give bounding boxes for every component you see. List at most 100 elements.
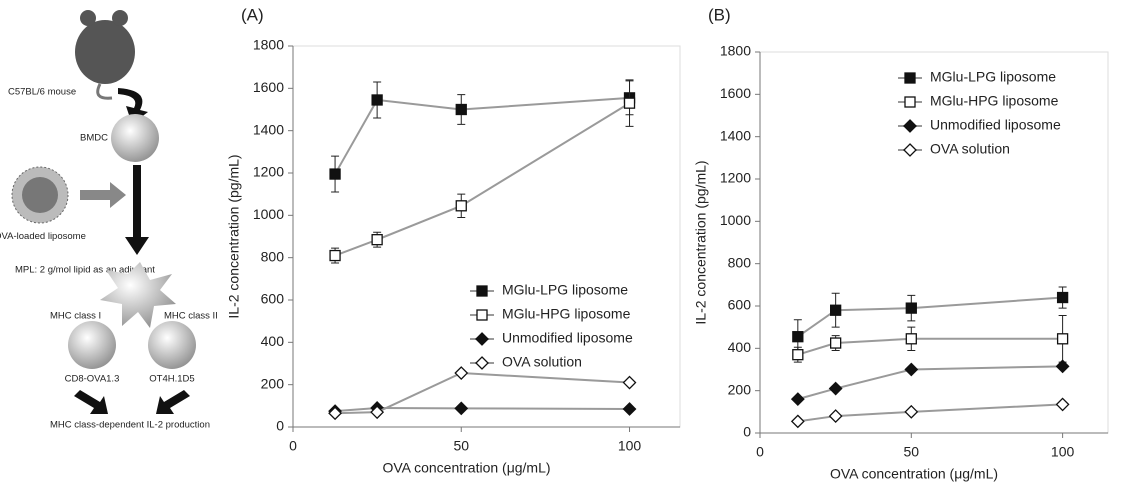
diagram: C57BL/6 mouse BMDC OVA-loaded liposome M… <box>0 10 218 431</box>
legend-marker <box>475 356 489 370</box>
arrow <box>80 182 126 208</box>
y-tick-label: 1000 <box>253 206 284 222</box>
arrow <box>74 390 108 414</box>
data-point <box>1056 333 1069 345</box>
y-axis-label: IL-2 concentration (pg/mL) <box>226 154 242 318</box>
data-point <box>904 362 919 377</box>
x-axis-label: OVA concentration (μg/mL) <box>830 466 998 482</box>
data-point <box>790 392 805 407</box>
data-point <box>790 414 805 429</box>
series-line <box>334 96 630 175</box>
label: MHC class-dependent IL-2 production <box>50 420 210 431</box>
series-line <box>334 406 630 413</box>
data-point <box>830 304 842 316</box>
data-point <box>454 401 469 416</box>
panel-label: (B) <box>708 5 731 24</box>
mouse-ear <box>112 10 128 26</box>
legend-label: MGlu-HPG liposome <box>930 93 1059 109</box>
data-point <box>905 302 917 314</box>
data-point <box>1055 397 1070 412</box>
y-tick-label: 200 <box>728 381 752 397</box>
y-axis-label: IL-2 concentration (pg/mL) <box>693 160 709 324</box>
y-tick-label: 400 <box>728 339 752 355</box>
mouse-icon <box>75 20 135 84</box>
cell <box>111 114 159 162</box>
x-tick-label: 100 <box>618 438 642 454</box>
label: MHC class II <box>164 311 218 322</box>
label: CD8-OVA1.3 <box>65 374 120 385</box>
data-point <box>1056 291 1069 304</box>
y-tick-label: 200 <box>261 375 285 391</box>
legend-marker <box>904 96 916 108</box>
series-line <box>797 365 1063 401</box>
legend-marker <box>475 332 489 346</box>
legend-marker <box>476 309 488 321</box>
y-tick-label: 1600 <box>720 85 751 101</box>
x-tick-label: 0 <box>289 438 297 454</box>
legend-marker <box>903 119 917 133</box>
legend-label: OVA solution <box>502 354 582 370</box>
data-point <box>455 103 467 116</box>
plot-frame <box>292 45 681 428</box>
y-tick-label: 1800 <box>253 37 284 53</box>
x-axis-label: OVA concentration (μg/mL) <box>382 460 550 476</box>
data-point <box>905 333 917 345</box>
data-point <box>792 331 804 343</box>
y-tick-label: 0 <box>276 418 284 434</box>
data-point <box>454 366 469 380</box>
legend-label: MGlu-LPG liposome <box>502 282 628 298</box>
x-tick-label: 50 <box>453 438 469 454</box>
data-point <box>329 249 341 262</box>
data-point <box>830 337 842 349</box>
label: OT4H.1D5 <box>149 374 194 385</box>
y-tick-label: 1400 <box>253 121 284 137</box>
data-point <box>328 406 342 421</box>
cell <box>148 321 196 369</box>
arrow <box>125 165 149 255</box>
series-line <box>797 403 1063 423</box>
y-tick-label: 1200 <box>253 164 284 180</box>
data-point <box>371 94 383 106</box>
y-tick-label: 800 <box>728 254 752 270</box>
y-tick-label: 600 <box>261 291 285 307</box>
data-point <box>828 409 843 423</box>
legend-marker <box>476 285 488 297</box>
y-tick-label: 1200 <box>720 170 751 186</box>
series-line <box>334 102 631 257</box>
arrow <box>156 390 190 414</box>
data-point <box>371 234 383 246</box>
y-tick-label: 0 <box>743 424 751 440</box>
data-point <box>370 405 385 420</box>
data-point <box>623 97 636 109</box>
legend-label: Unmodified liposome <box>930 117 1061 133</box>
data-point <box>329 168 341 180</box>
series-line <box>797 296 1063 338</box>
label: MPL: 2 g/mol lipid as an adjuvant <box>15 265 155 276</box>
data-point <box>904 404 919 419</box>
y-tick-label: 1000 <box>720 212 751 228</box>
data-point <box>622 402 637 416</box>
plot-frame <box>759 51 1109 434</box>
apc <box>100 262 176 328</box>
series-line <box>797 337 1063 356</box>
data-point <box>1055 359 1070 374</box>
legend-label: OVA solution <box>930 141 1010 157</box>
y-tick-label: 1800 <box>720 43 751 59</box>
mouse-ear <box>80 10 96 26</box>
y-tick-label: 400 <box>261 333 285 349</box>
label: MHC class I <box>50 311 101 322</box>
series-line <box>335 372 630 415</box>
label: BMDC <box>80 133 108 144</box>
liposome-core <box>22 177 58 213</box>
label: OVA-loaded liposome <box>0 231 86 242</box>
legend-label: MGlu-LPG liposome <box>930 69 1056 85</box>
data-point <box>455 200 467 212</box>
cell <box>68 321 116 369</box>
label-part: OVA-loaded liposome <box>0 231 86 242</box>
mouse-tail <box>96 83 113 100</box>
data-point <box>828 381 843 396</box>
data-point <box>622 375 637 390</box>
x-tick-label: 50 <box>904 444 920 460</box>
data-point <box>792 349 804 361</box>
